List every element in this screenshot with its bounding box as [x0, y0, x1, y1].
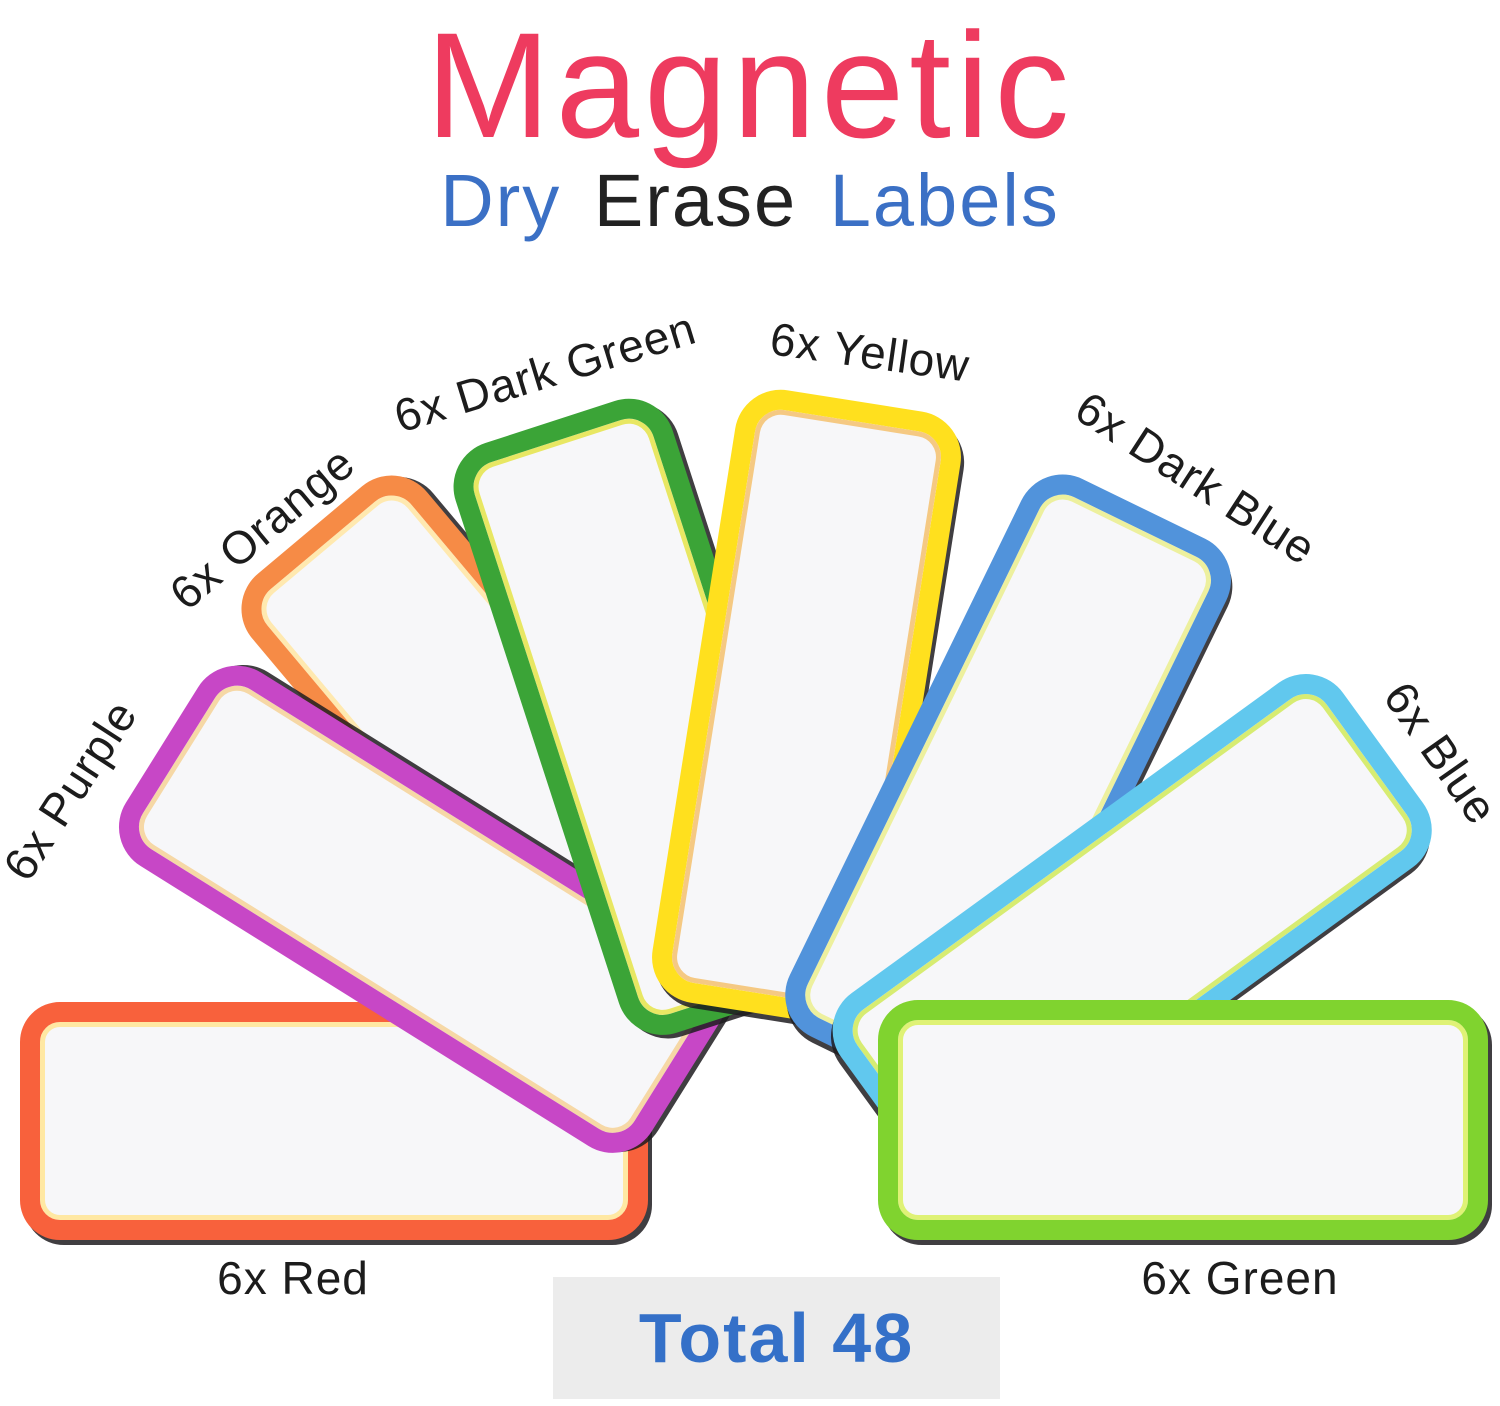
title-block: Magnetic Dry Erase Labels	[0, 0, 1500, 238]
subtitle-word-erase: Erase	[593, 159, 798, 242]
subtitle-word-labels: Labels	[829, 159, 1060, 242]
label-caption-red: 6x Red	[217, 1252, 369, 1304]
label-caption-green: 6x Green	[1141, 1252, 1339, 1304]
subtitle-word-dry: Dry	[440, 159, 562, 242]
page-title: Magnetic	[425, 1, 1075, 169]
label-card-green	[878, 1000, 1488, 1240]
total-count-text: Total 48	[638, 1299, 915, 1377]
total-count-badge: Total 48	[553, 1277, 1000, 1399]
page-subtitle: Dry Erase Labels	[0, 164, 1500, 238]
label-caption-yellow: 6x Yellow	[766, 312, 974, 392]
label-caption-purple: 6x Purple	[0, 690, 148, 890]
